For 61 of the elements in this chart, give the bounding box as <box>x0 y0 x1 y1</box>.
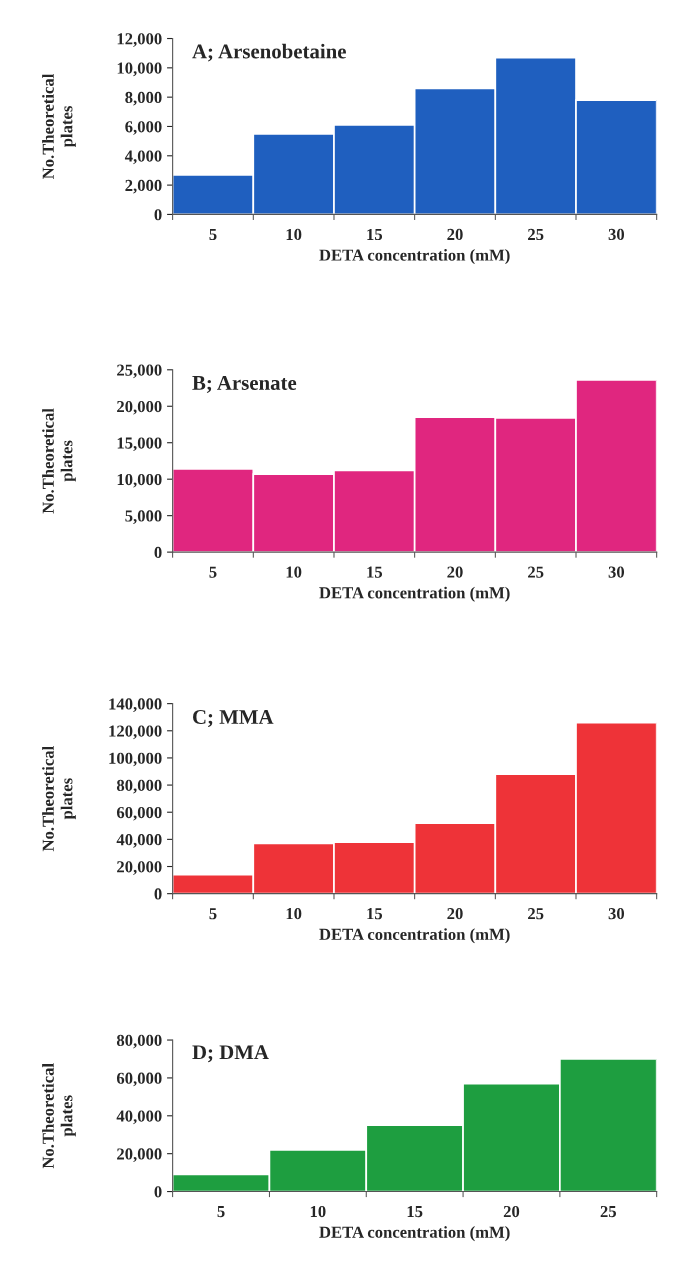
x-tick-label: 15 <box>367 228 383 241</box>
y-tick-label: 20,000 <box>117 400 162 415</box>
x-tick-label: 10 <box>310 1205 326 1218</box>
y-tick-label: 6,000 <box>125 121 162 135</box>
y-axis-title: No.Theoretical plates <box>42 1063 76 1169</box>
x-tick-label: 10 <box>286 908 302 920</box>
y-tick-label: 10,000 <box>117 473 162 488</box>
y-tick-label: 80,000 <box>116 779 162 794</box>
x-tick-label: 30 <box>608 566 625 578</box>
x-axis-title: DETA concentration (mM) <box>319 1226 510 1242</box>
y-axis-title: No.Theoretical plates <box>42 408 76 514</box>
y-tick-label: 60,000 <box>116 806 162 821</box>
y-tick-label: 0 <box>154 546 162 559</box>
y-tick-label: 0 <box>154 1186 162 1198</box>
y-tick-label: 60,000 <box>116 1072 162 1087</box>
x-axis-title: DETA concentration (mM) <box>319 248 510 265</box>
y-tick-label: 20,000 <box>117 1148 162 1163</box>
y-tick-label: 120,000 <box>109 725 162 740</box>
x-tick-label: 5 <box>217 1206 225 1218</box>
x-tick-label: 15 <box>367 566 383 578</box>
x-tick-label: 25 <box>528 908 544 920</box>
y-tick-label: 4,000 <box>124 150 162 165</box>
y-tick-label: 8,000 <box>125 91 162 106</box>
y-tick-label: 25,000 <box>117 364 162 379</box>
y-tick-label: 0 <box>154 888 162 900</box>
x-tick-label: 25 <box>528 566 544 578</box>
y-tick-label: 0 <box>154 209 162 221</box>
y-tick-label: 40,000 <box>116 834 162 848</box>
y-tick-label: 12,000 <box>117 33 162 47</box>
chart-title: C; MMA <box>193 709 274 728</box>
y-tick-label: 2,000 <box>125 179 162 194</box>
y-tick-label: 140,000 <box>109 698 162 712</box>
y-tick-label: 100,000 <box>109 752 162 767</box>
x-tick-label: 10 <box>286 566 302 578</box>
chart-title: B; Arsenate <box>192 375 297 393</box>
y-tick-label: 5,000 <box>125 510 162 525</box>
chart-title: D; DMA <box>192 1045 269 1063</box>
x-tick-label: 25 <box>528 228 544 241</box>
x-tick-label: 25 <box>600 1205 617 1218</box>
x-axis-title: DETA concentration (mM) <box>319 928 510 944</box>
x-tick-label: 20 <box>447 566 463 578</box>
x-tick-label: 15 <box>367 908 383 920</box>
x-tick-label: 30 <box>608 908 625 920</box>
y-tick-label: 10,000 <box>117 62 162 77</box>
x-tick-label: 5 <box>209 228 217 241</box>
y-tick-label: 40,000 <box>116 1110 162 1125</box>
y-tick-label: 80,000 <box>116 1034 162 1049</box>
x-tick-label: 20 <box>447 228 463 241</box>
x-tick-label: 30 <box>608 228 625 241</box>
x-tick-label: 20 <box>503 1205 520 1218</box>
x-axis-title: DETA concentration (mM) <box>319 586 510 602</box>
x-tick-label: 20 <box>447 908 463 920</box>
y-axis-title: No.Theoretical plates <box>42 746 76 852</box>
x-tick-label: 10 <box>286 228 302 241</box>
x-tick-label: 15 <box>407 1206 423 1218</box>
x-tick-label: 5 <box>209 566 217 578</box>
chart-title: A; Arsenobetaine <box>192 43 346 62</box>
y-axis-title: No.Theoretical plates <box>42 73 76 180</box>
y-tick-label: 15,000 <box>117 437 162 452</box>
x-tick-label: 5 <box>209 908 217 920</box>
y-tick-label: 20,000 <box>117 861 162 875</box>
